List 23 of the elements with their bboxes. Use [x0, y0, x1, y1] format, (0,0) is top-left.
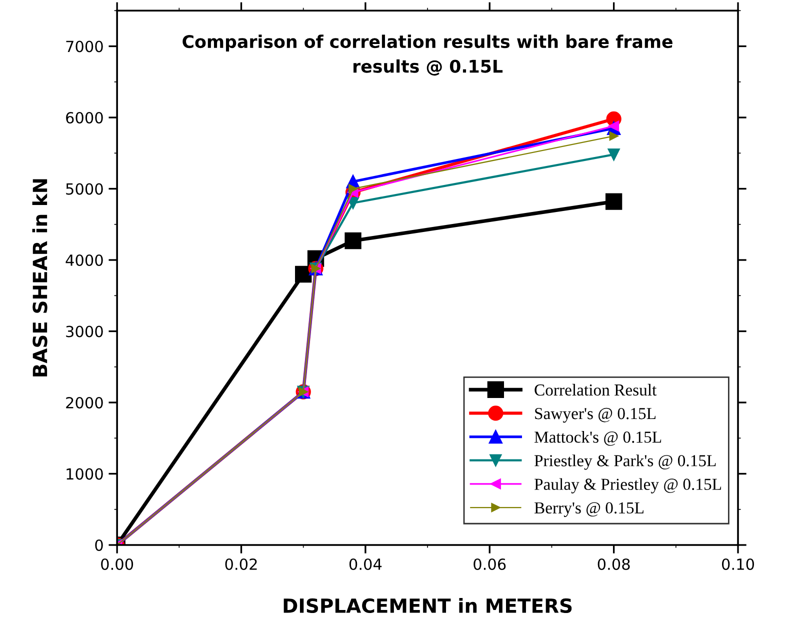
x-tick-label: 0.10: [722, 558, 754, 570]
y-tick-label: 5000: [66, 183, 103, 195]
text: Comparison of correlation results with bare frame results @ 0.15L: [182, 34, 672, 76]
y-tick-label: 1000: [66, 468, 103, 480]
x-tick-label: 0.06: [474, 558, 506, 570]
legend-label: Sawyer's @ 0.15L: [535, 408, 656, 423]
y-tick-label: 0: [95, 539, 103, 552]
y-tick-label: 7000: [66, 40, 103, 52]
y-tick-label: 3000: [66, 326, 103, 338]
x-tick-label: 0.08: [598, 558, 630, 570]
legend-label: Correlation Result: [534, 384, 657, 396]
x-axis-title: DISPLACEMENT in METERS: [284, 598, 572, 614]
y-tick-label: 4000: [66, 254, 103, 266]
legend-label: Mattock's @ 0.15L: [534, 431, 662, 446]
legend-label: Berry's @ 0.15L: [534, 502, 644, 517]
x-tick-label: 0.02: [225, 558, 257, 570]
y-tick-label: 2000: [66, 396, 103, 409]
y-axis-title: BASE SHEAR in kN: [32, 179, 48, 376]
legend-label: Priestley & Park's @ 0.15L: [534, 454, 716, 470]
y-tick-label: 6000: [66, 112, 103, 124]
x-tick-label: 0.00: [101, 558, 134, 570]
x-tick-label: 0.04: [349, 558, 382, 570]
legend-label: Paulay & Priestley @ 0.15L: [534, 478, 722, 494]
